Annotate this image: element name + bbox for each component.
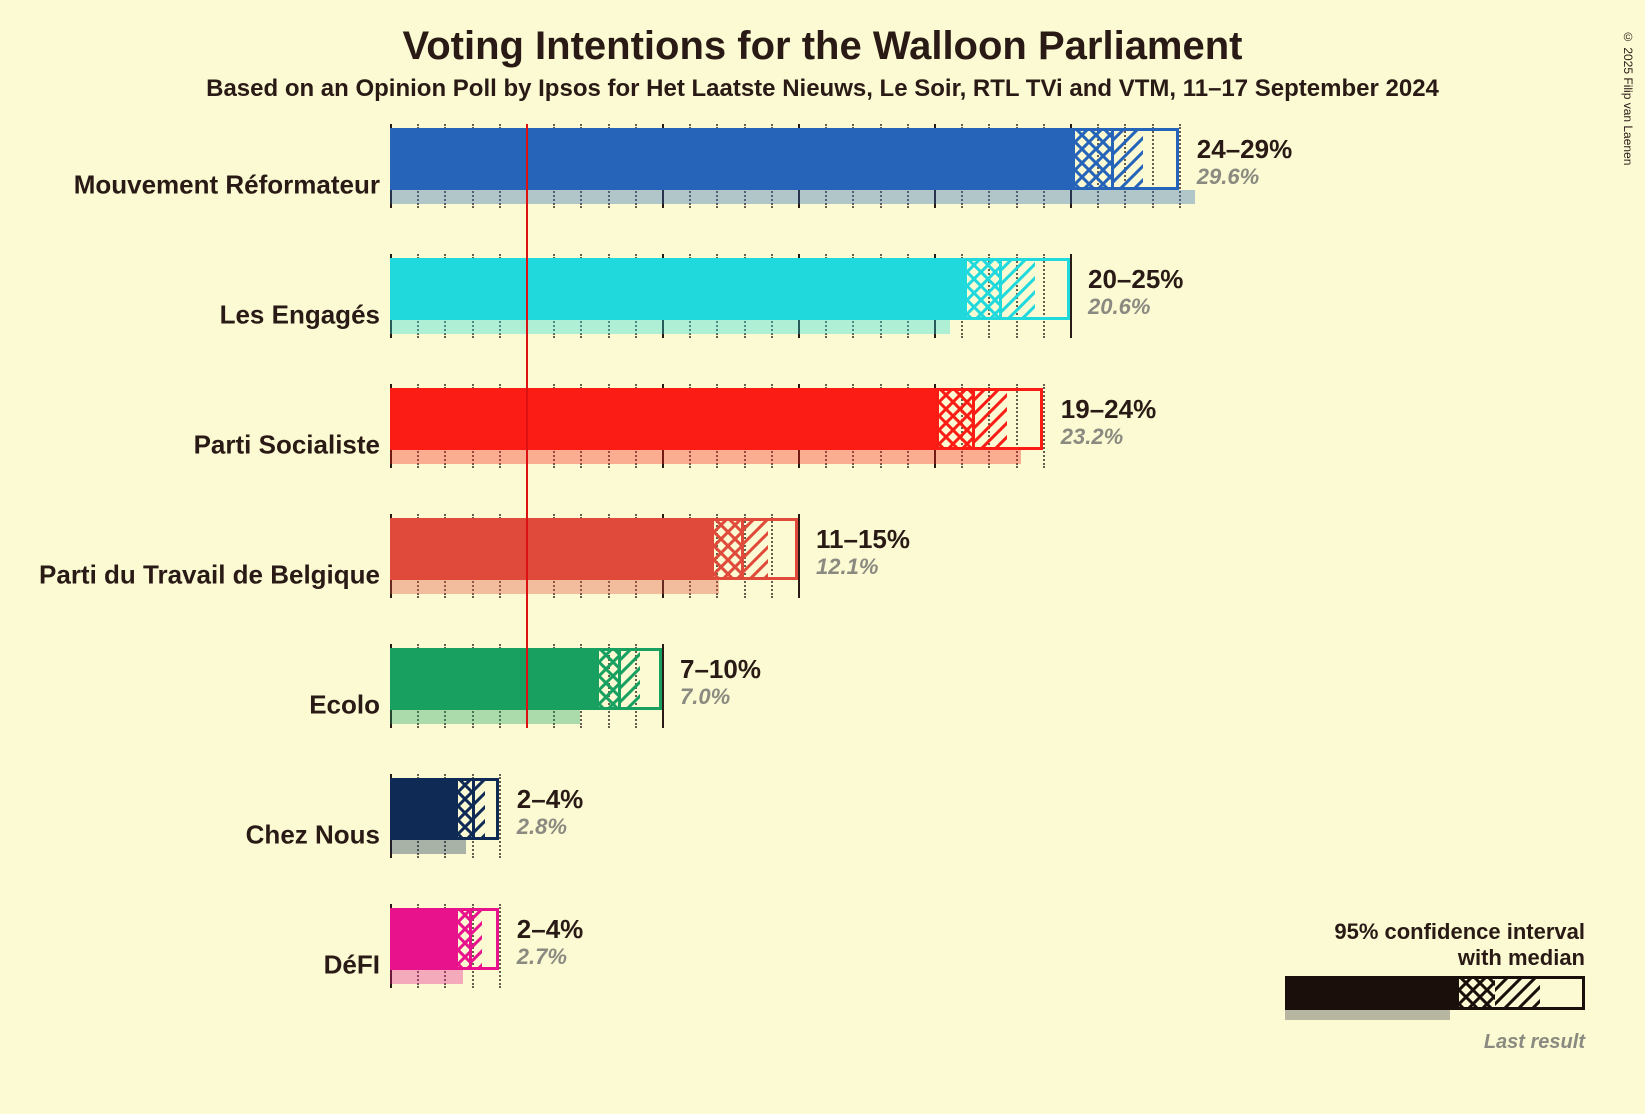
median-line	[741, 518, 744, 580]
grid-minor	[499, 774, 501, 858]
range-label: 20–25%	[1088, 264, 1183, 295]
legend-bar-outline	[1285, 976, 1585, 1010]
grid-major	[798, 514, 800, 598]
grid-major	[662, 644, 664, 728]
legend-bar-diaghatch	[1495, 976, 1540, 1010]
median-line	[618, 648, 621, 710]
grid-major	[1070, 254, 1072, 338]
legend-last-bar	[1285, 1010, 1450, 1020]
median-line	[999, 258, 1002, 320]
ci-bar-outline	[390, 128, 1179, 190]
ci-bar-diaghatch	[999, 258, 1034, 320]
range-label: 11–15%	[816, 524, 910, 555]
last-result-label: 2.8%	[517, 814, 567, 840]
legend: 95% confidence interval with median Last…	[1285, 919, 1585, 1054]
legend-bar	[1285, 976, 1585, 1024]
last-result-label: 29.6%	[1197, 164, 1259, 190]
last-result-bar	[390, 580, 719, 594]
median-line	[972, 388, 975, 450]
chart-title: Voting Intentions for the Walloon Parlia…	[0, 24, 1645, 69]
party-label: Ecolo	[20, 690, 380, 721]
range-label: 2–4%	[517, 784, 584, 815]
party-row: Parti Socialiste 19–24%23.2%	[0, 380, 1645, 510]
median-line	[472, 778, 475, 840]
ci-bar-crosshatch	[967, 258, 1000, 320]
legend-bar-crosshatch	[1459, 976, 1495, 1010]
last-result-bar	[390, 970, 463, 984]
ci-bar-diaghatch	[972, 388, 1007, 450]
threshold-line	[526, 124, 528, 728]
legend-line2: with median	[1458, 945, 1585, 970]
ci-bar-crosshatch	[458, 908, 469, 970]
party-row: Les Engagés 20–25%20.6%	[0, 250, 1645, 380]
ci-bar-outline	[390, 908, 499, 970]
median-line	[1111, 128, 1114, 190]
last-result-label: 12.1%	[816, 554, 878, 580]
range-label: 2–4%	[517, 914, 584, 945]
ci-bar-crosshatch	[1075, 128, 1110, 190]
last-result-bar	[390, 710, 580, 724]
range-label: 7–10%	[680, 654, 761, 685]
party-row: Mouvement Réformateur 24–29%29.6%	[0, 120, 1645, 250]
ci-bar-diaghatch	[1111, 128, 1144, 190]
last-result-bar	[390, 320, 950, 334]
grid-minor	[499, 904, 501, 988]
ci-bar-diaghatch	[618, 648, 640, 710]
party-row: Parti du Travail de Belgique 11–15%12.1%	[0, 510, 1645, 640]
last-result-bar	[390, 190, 1195, 204]
legend-line1: 95% confidence interval	[1334, 919, 1585, 944]
legend-last-label: Last result	[1285, 1031, 1585, 1054]
last-result-label: 20.6%	[1088, 294, 1150, 320]
grid-minor	[1043, 384, 1045, 468]
chart-subtitle: Based on an Opinion Poll by Ipsos for He…	[0, 75, 1645, 103]
legend-title: 95% confidence interval with median	[1285, 919, 1585, 970]
range-label: 24–29%	[1197, 134, 1292, 165]
party-label: Chez Nous	[20, 820, 380, 851]
party-label: Parti du Travail de Belgique	[20, 560, 380, 591]
party-label: Parti Socialiste	[20, 430, 380, 461]
last-result-bar	[390, 840, 466, 854]
last-result-bar	[390, 450, 1021, 464]
party-label: DéFI	[20, 950, 380, 981]
range-label: 19–24%	[1061, 394, 1156, 425]
party-label: Les Engagés	[20, 300, 380, 331]
median-line	[469, 908, 472, 970]
party-row: Chez Nous 2–4%2.8%	[0, 770, 1645, 900]
ci-bar-crosshatch	[714, 518, 741, 580]
ci-bar-crosshatch	[458, 778, 472, 840]
ci-bar-crosshatch	[939, 388, 972, 450]
ci-bar-diaghatch	[741, 518, 768, 580]
party-label: Mouvement Réformateur	[20, 170, 380, 201]
party-row: Ecolo 7–10%7.0%	[0, 640, 1645, 770]
last-result-label: 2.7%	[517, 944, 567, 970]
last-result-label: 7.0%	[680, 684, 730, 710]
ci-bar-crosshatch	[599, 648, 618, 710]
last-result-label: 23.2%	[1061, 424, 1123, 450]
